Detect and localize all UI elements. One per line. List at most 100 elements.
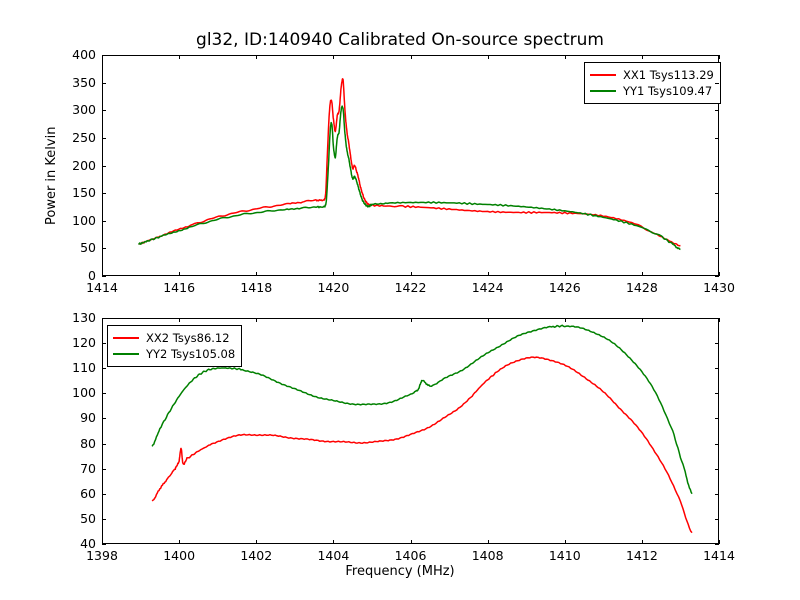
x-tick-mark: [179, 540, 181, 544]
y-tick-label: 100: [72, 385, 96, 401]
x-tick-label: 1402: [240, 548, 273, 563]
y-tick-mark: [102, 368, 106, 370]
y-tick-label: 120: [72, 335, 96, 351]
x-tick-mark: [333, 540, 335, 544]
y-tick-label: 400: [72, 47, 96, 62]
data-series-line: [151, 324, 693, 495]
x-tick-mark: [564, 318, 566, 322]
y-tick-mark: [102, 220, 106, 222]
x-tick-label: 1410: [548, 548, 581, 563]
figure-title: gl32, ID:140940 Calibrated On-source spe…: [196, 30, 604, 50]
y-tick-mark: [715, 468, 719, 470]
x-tick-mark: [719, 55, 720, 59]
x-tick-mark: [256, 272, 258, 276]
top-plot-legend: XX1 Tsys113.29 YY1 Tsys109.47: [584, 62, 721, 104]
y-tick-mark: [102, 165, 106, 167]
legend-line-swatch-red: [113, 337, 139, 339]
x-tick-mark: [641, 318, 643, 322]
x-tick-mark: [487, 540, 489, 544]
x-tick-mark: [102, 318, 103, 322]
legend-entry: YY1 Tsys109.47: [590, 83, 714, 99]
x-tick-mark: [641, 272, 643, 276]
y-tick-mark: [715, 343, 719, 345]
legend-line-swatch-green: [590, 90, 616, 92]
x-tick-label: 1416: [163, 280, 196, 295]
y-tick-mark: [102, 418, 106, 420]
y-tick-mark: [715, 55, 719, 56]
y-tick-label: 50: [80, 510, 96, 526]
y-tick-label: 70: [80, 460, 96, 476]
x-tick-label: 1406: [394, 548, 427, 563]
y-tick-mark: [715, 368, 719, 370]
legend-line-swatch-red: [590, 74, 616, 76]
x-tick-mark: [487, 272, 489, 276]
x-tick-mark: [179, 55, 181, 59]
legend-label: YY1 Tsys109.47: [623, 84, 713, 98]
y-tick-label: 100: [72, 212, 96, 228]
x-tick-mark: [179, 272, 181, 276]
x-tick-mark: [564, 55, 566, 59]
x-tick-mark: [179, 318, 181, 322]
y-tick-mark: [715, 193, 719, 195]
legend-line-swatch-green: [113, 353, 139, 355]
legend-entry: XX2 Tsys86.12: [113, 330, 235, 346]
y-tick-mark: [715, 137, 719, 139]
y-tick-mark: [102, 468, 106, 470]
x-tick-mark: [719, 272, 720, 276]
y-tick-label: 60: [80, 485, 96, 501]
x-tick-label: 1414: [86, 280, 118, 295]
x-tick-mark: [256, 318, 258, 322]
y-tick-label: 90: [80, 410, 96, 426]
x-tick-mark: [333, 272, 335, 276]
y-tick-label: 0: [88, 268, 96, 283]
y-tick-mark: [715, 82, 719, 84]
y-tick-label: 40: [80, 536, 96, 551]
x-tick-mark: [641, 55, 643, 59]
x-tick-mark: [410, 318, 412, 322]
y-tick-label: 200: [72, 157, 96, 173]
data-series-line: [138, 105, 681, 251]
x-tick-label: 1408: [471, 548, 504, 563]
y-tick-mark: [102, 518, 106, 520]
y-tick-label: 150: [72, 185, 96, 201]
y-tick-mark: [715, 276, 719, 277]
x-tick-mark: [102, 55, 103, 59]
y-tick-label: 130: [72, 310, 96, 325]
x-tick-label: 1404: [317, 548, 350, 563]
x-tick-label: 1426: [548, 280, 581, 295]
y-tick-mark: [715, 493, 719, 495]
x-tick-mark: [719, 318, 720, 322]
x-tick-label: 1422: [394, 280, 427, 295]
x-tick-label: 1428: [625, 280, 658, 295]
y-tick-mark: [715, 443, 719, 445]
y-tick-mark: [102, 276, 106, 277]
y-tick-label: 300: [72, 102, 96, 118]
x-tick-label: 1430: [703, 280, 735, 295]
y-tick-label: 80: [80, 435, 96, 451]
y-tick-mark: [102, 248, 106, 250]
y-tick-label: 350: [72, 74, 96, 90]
bottom-x-axis-label: Frequency (MHz): [345, 564, 455, 579]
y-tick-mark: [102, 393, 106, 395]
legend-entry: YY2 Tsys105.08: [113, 346, 235, 362]
x-tick-mark: [102, 272, 103, 276]
x-tick-label: 1398: [86, 548, 118, 563]
legend-entry: XX1 Tsys113.29: [590, 67, 714, 83]
x-tick-mark: [487, 55, 489, 59]
y-tick-label: 110: [72, 360, 96, 376]
x-tick-mark: [410, 55, 412, 59]
x-tick-mark: [410, 540, 412, 544]
x-tick-mark: [564, 272, 566, 276]
y-tick-mark: [715, 318, 719, 319]
x-tick-mark: [102, 540, 103, 544]
x-tick-mark: [641, 540, 643, 544]
x-tick-mark: [333, 318, 335, 322]
y-tick-mark: [102, 82, 106, 84]
y-tick-mark: [102, 443, 106, 445]
bottom-plot-legend: XX2 Tsys86.12 YY2 Tsys105.08: [107, 325, 243, 367]
y-tick-label: 50: [80, 240, 96, 256]
x-tick-label: 1418: [240, 280, 273, 295]
x-tick-label: 1400: [163, 548, 196, 563]
